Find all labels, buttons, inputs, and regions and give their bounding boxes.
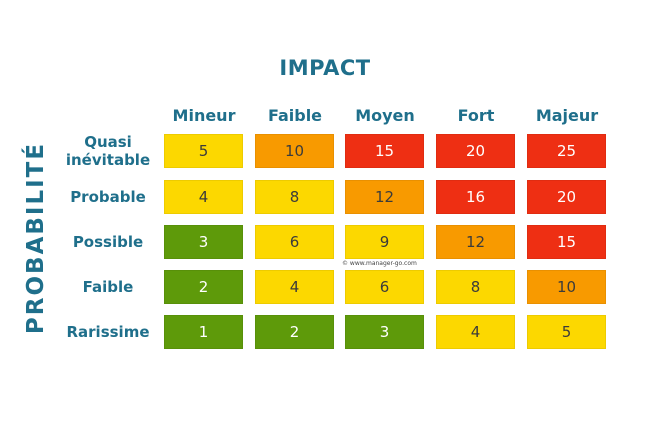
row-label-faible: Faible [82,278,134,296]
matrix-cell: 8 [436,270,515,304]
matrix-cell: 10 [527,270,606,304]
row-label-quasi-inevitable: Quasi inévitable [60,133,156,169]
row-label-possible: Possible [72,233,144,251]
matrix-cell: 4 [436,315,515,349]
column-header-faible: Faible [267,106,323,125]
matrix-cell: 5 [164,134,243,168]
watermark: © www.manager-go.com [342,260,417,267]
matrix-cell: 8 [255,180,334,214]
probability-axis-title: PROBABILITÉ [23,141,49,335]
column-header-fort: Fort [457,106,495,125]
matrix-cell: 25 [527,134,606,168]
matrix-cell: 9 [345,225,424,259]
matrix-cell: 20 [436,134,515,168]
column-header-mineur: Mineur [172,106,236,125]
column-header-moyen: Moyen [355,106,415,125]
matrix-cell: 10 [255,134,334,168]
matrix-cell: 6 [345,270,424,304]
matrix-cell: 15 [527,225,606,259]
row-label-line: Quasi [84,133,132,151]
impact-axis-title: IMPACT [279,56,371,80]
matrix-cell: 4 [255,270,334,304]
row-label-rarissime: Rarissime [66,323,150,341]
row-label-probable: Probable [70,188,146,206]
matrix-cell: 3 [345,315,424,349]
matrix-cell: 3 [164,225,243,259]
row-label-line: inévitable [65,151,151,169]
matrix-cell: 15 [345,134,424,168]
matrix-cell: 12 [436,225,515,259]
matrix-cell: 1 [164,315,243,349]
matrix-cell: 2 [255,315,334,349]
matrix-cell: 6 [255,225,334,259]
matrix-cell: 12 [345,180,424,214]
column-header-majeur: Majeur [535,106,599,125]
matrix-cell: 4 [164,180,243,214]
matrix-cell: 16 [436,180,515,214]
matrix-cell: 5 [527,315,606,349]
matrix-cell: 20 [527,180,606,214]
matrix-cell: 2 [164,270,243,304]
